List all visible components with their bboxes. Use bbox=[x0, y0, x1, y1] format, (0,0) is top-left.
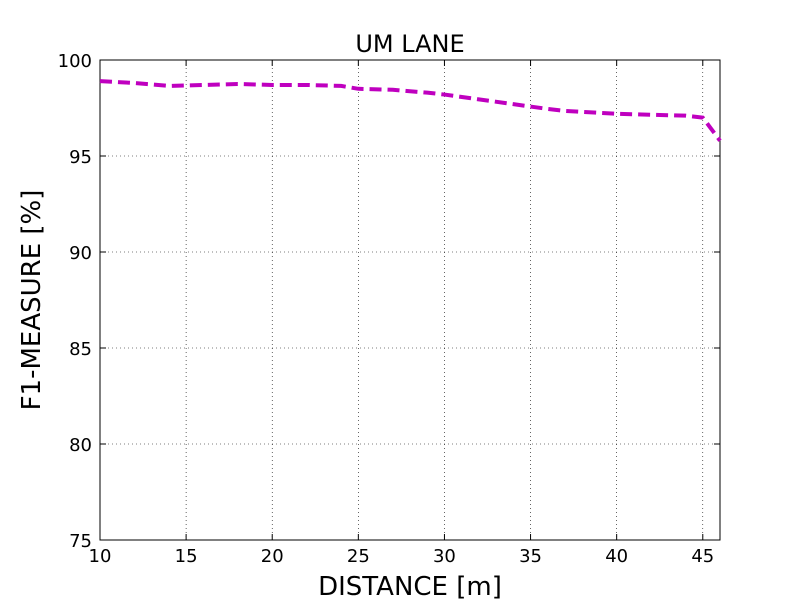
data-line bbox=[99, 79, 722, 142]
x-tick-label: 35 bbox=[519, 546, 542, 567]
x-axis-label: DISTANCE [m] bbox=[318, 572, 502, 600]
x-tick-label: 30 bbox=[433, 546, 456, 567]
y-tick-label: 75 bbox=[69, 531, 92, 552]
y-tick-label: 85 bbox=[69, 339, 92, 360]
x-tick-label: 10 bbox=[89, 546, 112, 567]
y-tick-label: 90 bbox=[69, 243, 92, 264]
x-tick-label: 45 bbox=[691, 546, 714, 567]
plot-frame bbox=[99, 59, 721, 541]
y-tick-label: 95 bbox=[69, 147, 92, 168]
chart-title: UM LANE bbox=[355, 30, 464, 58]
x-tick-label: 40 bbox=[605, 546, 628, 567]
y-tick-label: 100 bbox=[58, 51, 92, 72]
x-tick-label: 25 bbox=[347, 546, 370, 567]
x-tick-label: 20 bbox=[261, 546, 284, 567]
x-tick-label: 15 bbox=[175, 546, 198, 567]
y-axis-label: F1-MEASURE [%] bbox=[17, 190, 47, 411]
y-tick-label: 80 bbox=[69, 435, 92, 456]
